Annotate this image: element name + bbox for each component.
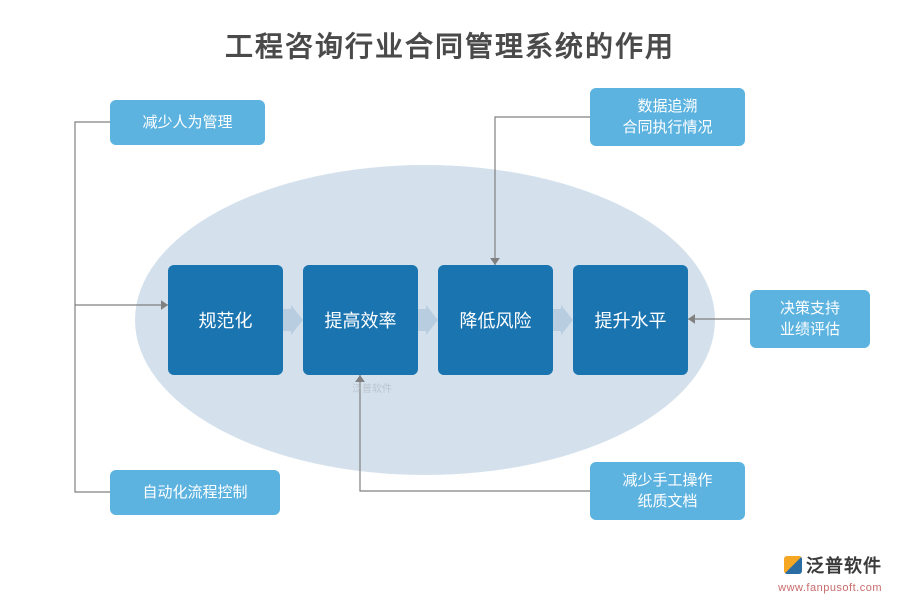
outer-node-o5: 决策支持 业绩评估 — [750, 290, 870, 348]
outer-node-o4: 减少手工操作 纸质文档 — [590, 462, 745, 520]
core-node-n3: 降低风险 — [438, 265, 553, 375]
outer-node-o1: 减少人为管理 — [110, 100, 265, 145]
outer-node-o2: 自动化流程控制 — [110, 470, 280, 515]
core-node-n4: 提升水平 — [573, 265, 688, 375]
brand-watermark: 泛普软件 — [784, 552, 882, 578]
core-node-n2: 提高效率 — [303, 265, 418, 375]
core-node-n1: 规范化 — [168, 265, 283, 375]
flow-arrow-3 — [553, 305, 573, 340]
flow-arrow-2 — [418, 305, 438, 340]
flow-arrow-1 — [283, 305, 303, 340]
brand-url: www.fanpusoft.com — [778, 582, 882, 594]
diagram-title: 工程咨询行业合同管理系统的作用 — [0, 25, 900, 65]
outer-node-o3: 数据追溯 合同执行情况 — [590, 88, 745, 146]
connector-c2 — [75, 305, 110, 492]
center-watermark: 泛普软件 — [352, 380, 392, 395]
